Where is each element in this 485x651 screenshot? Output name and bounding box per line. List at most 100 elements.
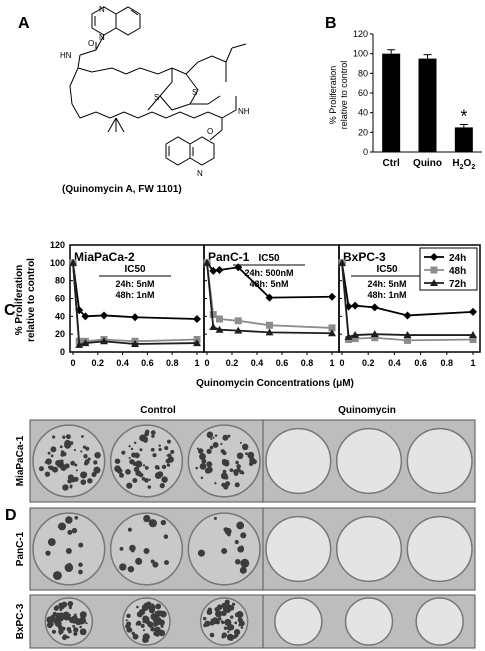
colony (72, 624, 76, 628)
colony (147, 617, 150, 620)
colony (150, 559, 155, 564)
colony (142, 629, 145, 632)
data-point-72h (328, 329, 336, 337)
y-tick-label: 100 (50, 258, 65, 268)
colony (74, 515, 79, 520)
colony (131, 452, 137, 458)
panel-d-letter: D (5, 507, 17, 524)
colony (66, 626, 72, 632)
data-point-24h (370, 303, 379, 312)
y-tick-label: 60 (358, 88, 368, 98)
y-tick-label: 60 (55, 294, 65, 304)
ic50-title: IC50 (124, 264, 146, 275)
colony (67, 562, 72, 567)
colony (222, 469, 227, 474)
plot-title: BxPC-3 (343, 250, 386, 264)
colony (85, 446, 90, 451)
data-point-48h (351, 335, 359, 343)
panel-a-caption: (Quinomycin A, FW 1101) (62, 184, 182, 195)
atom-label-n: N (99, 5, 105, 14)
colony (226, 601, 229, 604)
ic50-value: 24h: 5nM (367, 279, 406, 289)
colony (121, 450, 126, 455)
colony (145, 429, 150, 434)
colony (240, 622, 244, 626)
data-point-48h (234, 317, 242, 325)
data-point-48h (404, 336, 411, 344)
colony (224, 618, 232, 626)
data-point-24h (100, 311, 108, 320)
y-tick-label: 80 (55, 276, 65, 286)
colony (150, 613, 158, 621)
colony (221, 634, 226, 639)
series-line-24h (341, 262, 474, 317)
colony (161, 464, 167, 470)
colony (119, 563, 127, 571)
colony (223, 626, 228, 630)
colony (65, 548, 72, 554)
colony (209, 620, 215, 626)
legend-marker (430, 253, 438, 261)
colony (237, 545, 245, 553)
y-tick-label: 40 (358, 108, 368, 118)
data-point-48h (371, 334, 379, 342)
x-tick-label: 0.2 (226, 358, 239, 368)
colony (236, 611, 244, 619)
panel-c-letter: C (4, 302, 16, 319)
plot-title: PanC-1 (208, 250, 250, 264)
x-tick-label: 0.2 (92, 358, 105, 368)
colony (234, 482, 240, 488)
colony (214, 434, 218, 437)
colony (58, 631, 62, 635)
colony (158, 618, 162, 621)
chart-b: 0 20 40 60 80 100 120 % Proliferationrelative t… (328, 29, 482, 171)
colony (207, 607, 212, 612)
colony (59, 459, 64, 464)
colony (153, 624, 157, 627)
legend-label: 24h (449, 253, 466, 264)
colony (143, 548, 150, 554)
colony (218, 617, 222, 621)
x-tick-label: 0.6 (141, 358, 154, 368)
colony (126, 482, 133, 489)
x-tick-label: 0.4 (388, 358, 401, 368)
colony (158, 444, 161, 447)
well (344, 597, 394, 646)
data-point-24h (193, 315, 201, 324)
well (32, 424, 106, 498)
colony (78, 569, 83, 575)
data-point-24h (209, 266, 218, 275)
colony (80, 450, 83, 453)
well (335, 427, 403, 495)
colony (169, 458, 173, 461)
colony (65, 434, 71, 440)
colony (226, 532, 231, 537)
colony (47, 451, 51, 455)
colony (224, 481, 231, 487)
colony (196, 447, 199, 450)
colony (204, 467, 212, 474)
atom-label-o: O (88, 39, 94, 48)
colony (221, 610, 227, 617)
colony (247, 451, 255, 459)
ic50-value: 48h: 1nM (115, 290, 154, 300)
x-tick-label: 1 (470, 358, 475, 368)
plot-title: MiaPaCa-2 (74, 250, 135, 264)
colony (169, 460, 172, 463)
data-point-48h (266, 321, 273, 329)
colony (200, 476, 204, 480)
data-point-72h (370, 330, 379, 338)
row-label: BxPC-3 (15, 603, 26, 639)
colony (64, 463, 70, 469)
data-point-72h (234, 326, 243, 334)
colony (74, 463, 78, 467)
colony (53, 605, 59, 611)
data-point-72h (344, 332, 353, 340)
data-point-72h (403, 331, 412, 339)
colony (54, 620, 62, 627)
data-point-24h (131, 313, 139, 322)
x-tick-label: 0.8 (166, 358, 179, 368)
colony (251, 459, 257, 465)
colony (147, 621, 154, 628)
significance-marker: * (460, 106, 467, 126)
